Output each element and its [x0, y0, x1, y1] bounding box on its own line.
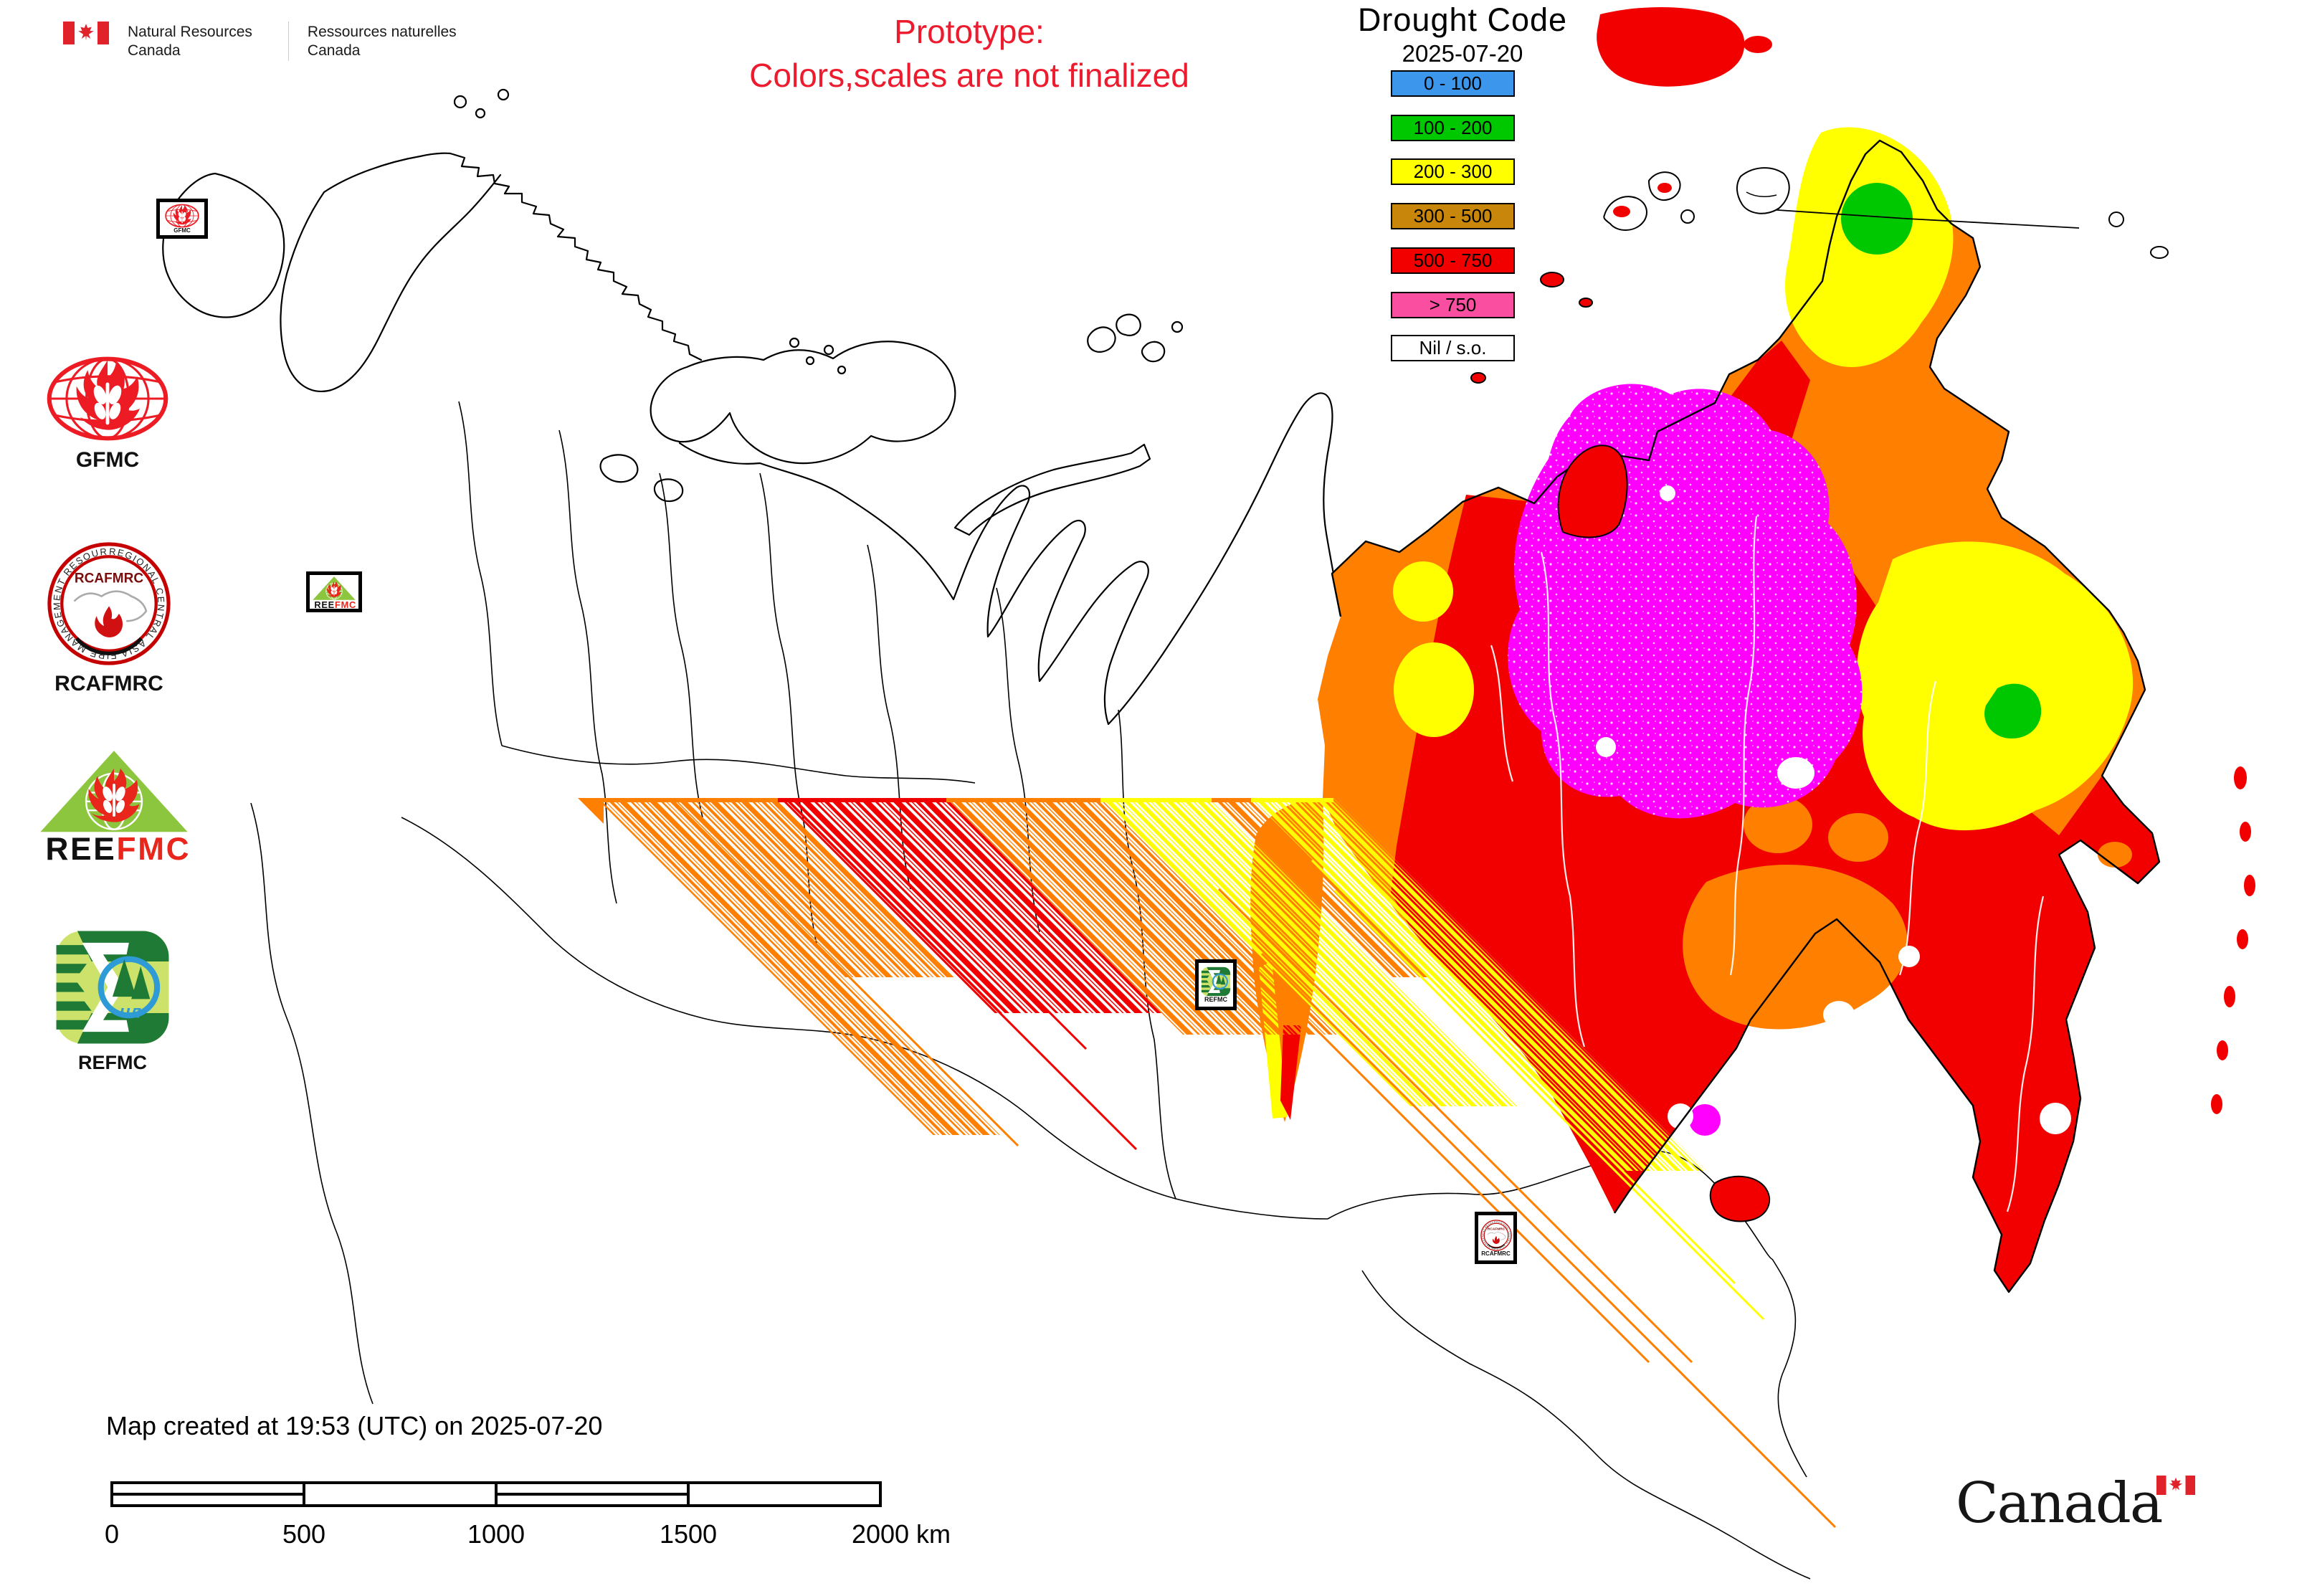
wordmark-flag-icon	[2156, 1476, 2195, 1495]
rcafmrc-mini-icon	[1480, 1219, 1512, 1251]
coast-novaya-zemlya	[953, 443, 1151, 536]
reefmc-logo-icon	[39, 749, 192, 868]
drought-yellow-chukotka-c	[1856, 541, 2134, 831]
canada-flag-icon	[63, 22, 109, 44]
legend-item-500-750: 500 - 750	[1391, 247, 1515, 274]
rcafmrc-logo-icon	[44, 539, 173, 668]
map-created-text: Map created at 19:53 (UTC) on 2025-07-20	[106, 1411, 603, 1440]
refmc-caption: REFMC	[78, 1052, 147, 1073]
prototype-line2: Colors,scales are not finalized	[749, 56, 1189, 94]
coast-kola-whitesea	[650, 341, 956, 465]
legend-title: Drought Code	[1357, 1, 1568, 38]
nrcan-fr-line2: Canada	[307, 42, 361, 60]
marker-gfmc: GFMC	[156, 199, 208, 239]
nrcan-en-line2: Canada	[128, 42, 181, 60]
nrcan-english: Natural Resources Canada	[128, 22, 252, 61]
nrcan-signature: Natural Resources Canada Ressources natu…	[63, 22, 457, 61]
gfmc-caption: GFMC	[75, 448, 140, 472]
legend-item-300-500: 300 - 500	[1391, 203, 1515, 229]
marker-refmc-label: REFMC	[1204, 996, 1227, 1003]
canada-wordmark-text: Canada	[1956, 1471, 2163, 1536]
scale-tick-0: 0	[105, 1519, 119, 1549]
prototype-warning: Prototype: Colors,scales are not finaliz…	[647, 10, 1292, 97]
legend-item-gt750: > 750	[1391, 292, 1515, 318]
gfmc-mini-icon	[165, 204, 199, 228]
border-west-kazakh	[250, 802, 374, 1405]
streak-artifacts	[578, 798, 1837, 1529]
marker-reefmc	[306, 571, 362, 612]
partner-rcafmrc: RCAFMRC	[44, 539, 173, 696]
partner-gfmc: GFMC	[36, 353, 179, 472]
reefmc-mini-icon	[312, 576, 356, 609]
coast-scandinavia	[280, 152, 502, 392]
west-coastlines	[162, 88, 1342, 726]
legend-item-100-200: 100 - 200	[1391, 115, 1515, 141]
border-chukotka	[1766, 209, 2080, 229]
scale-tick-1500: 1500	[660, 1519, 717, 1549]
scale-bar: 0 500 1000 1500 2000 km	[105, 1481, 951, 1549]
marker-rcafmrc-label: RCAFMRC	[1481, 1250, 1511, 1257]
east-coast-outline	[1331, 139, 2161, 1293]
arctic-islands-east	[1470, 6, 2255, 1222]
partner-reefmc	[34, 746, 194, 870]
border-mongolia-south	[1361, 1270, 1811, 1580]
refmc-mini-icon	[1201, 966, 1231, 997]
gfmc-logo-icon	[36, 353, 179, 445]
scale-tick-500: 500	[282, 1519, 325, 1549]
scale-tick-1000: 1000	[467, 1519, 525, 1549]
coast-fjords	[449, 152, 703, 361]
legend-date: 2025-07-20	[1402, 40, 1523, 67]
legend-item-nil: Nil / s.o.	[1391, 335, 1515, 361]
drought-layers	[1250, 127, 2159, 1292]
marker-refmc: REFMC	[1195, 959, 1237, 1010]
scale-unit: km	[916, 1519, 951, 1549]
canada-wordmark: Canada	[1956, 1471, 2195, 1536]
border-amur	[1771, 1258, 1807, 1478]
nrcan-french: Ressources naturelles Canada	[287, 22, 457, 61]
prototype-line1: Prototype:	[894, 13, 1045, 50]
nrcan-fr-line1: Ressources naturelles	[307, 24, 457, 40]
marker-gfmc-label: GFMC	[173, 227, 191, 234]
rcafmrc-caption: RCAFMRC	[54, 672, 163, 695]
scale-tick-2000: 2000	[852, 1519, 909, 1549]
legend-item-0-100: 0 - 100	[1391, 70, 1515, 97]
coast-arctic-mainland	[678, 392, 1342, 726]
coast-scandinavia-west	[162, 172, 285, 318]
legend-item-200-300: 200 - 300	[1391, 158, 1515, 185]
refmc-logo-icon	[52, 926, 173, 1048]
partner-refmc: REFMC	[52, 926, 173, 1074]
nrcan-en-line1: Natural Resources	[128, 24, 252, 40]
marker-rcafm rc: RCAFMRC	[1475, 1212, 1517, 1264]
